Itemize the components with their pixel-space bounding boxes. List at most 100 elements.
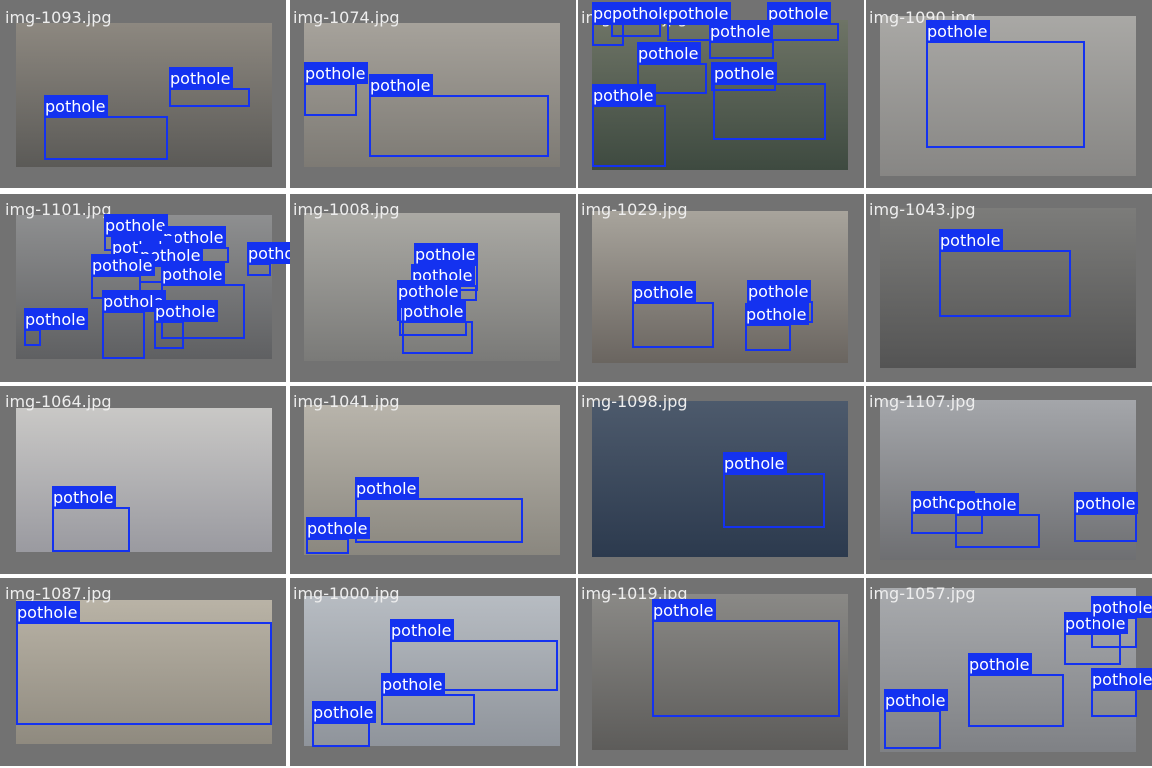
label-background xyxy=(304,62,368,84)
box-label: pothole xyxy=(714,64,774,83)
label-background xyxy=(637,42,701,64)
box-label: pothole xyxy=(92,256,152,275)
label-background xyxy=(611,2,675,24)
tile: img-1101.jpgpotholepotholepotholepothole… xyxy=(0,194,311,382)
label-background xyxy=(369,74,433,96)
label-background xyxy=(723,452,787,474)
box-label: pothole xyxy=(17,603,77,622)
box-label: pothole xyxy=(746,305,806,324)
photo xyxy=(880,16,1136,176)
box-label: pothole xyxy=(140,246,200,265)
label-background xyxy=(355,477,419,499)
tile: img-1041.jpg pothole pothole xyxy=(290,386,576,574)
filename: img-1087.jpg xyxy=(5,584,112,603)
bounding-box xyxy=(939,250,1071,317)
tile: img-1064.jpg pothole xyxy=(0,386,286,574)
tile: img-1029.jpg pothole pothole pothole xyxy=(578,194,864,382)
box-label: pothole xyxy=(105,216,165,235)
label-background xyxy=(592,84,656,106)
bounding-box xyxy=(369,95,549,157)
label-background xyxy=(414,243,478,265)
label-background xyxy=(1091,596,1152,618)
photo xyxy=(880,208,1136,368)
tile: img-1000.jpg pothole pothole pothole xyxy=(290,578,576,766)
box-label: pothole xyxy=(768,4,828,23)
filename: img-1064.jpg xyxy=(5,392,112,411)
label-background xyxy=(104,214,168,236)
photo xyxy=(592,594,848,750)
label-background xyxy=(44,95,108,117)
label-background xyxy=(381,673,445,695)
box-label: pothole xyxy=(638,44,698,63)
label-background xyxy=(16,601,80,623)
box-label: pothole xyxy=(927,22,987,41)
bounding-box xyxy=(652,620,840,717)
box-label: pothole xyxy=(1075,494,1135,513)
label-background xyxy=(667,2,731,24)
box-label: pothole xyxy=(1092,670,1152,689)
filename: img-1041.jpg xyxy=(293,392,400,411)
box-label: pothole xyxy=(403,302,463,321)
box-label: pothole xyxy=(415,245,475,264)
photo xyxy=(592,401,848,557)
tile: img-1074.jpg pothole pothole xyxy=(290,0,576,188)
label-background xyxy=(312,701,376,723)
filename: img-1107.jpg xyxy=(869,392,976,411)
filename: img-1000.jpg xyxy=(293,584,400,603)
label-background xyxy=(169,67,233,89)
box-label: pothole xyxy=(653,601,713,620)
box-label: pothole xyxy=(593,86,653,105)
bounding-box xyxy=(390,640,558,691)
box-label: pothole xyxy=(25,310,85,329)
filename: img-1101.jpg xyxy=(5,200,112,219)
tile: img-1008.jpgpotholepotholepotholepothole… xyxy=(290,194,576,382)
label-background xyxy=(52,486,116,508)
label-background xyxy=(24,308,88,330)
box-label: pothole xyxy=(612,4,672,23)
label-background xyxy=(968,653,1032,675)
label-background xyxy=(745,303,809,325)
box-label: pothole xyxy=(668,4,728,23)
label-background xyxy=(652,599,716,621)
tile: img-1093.jpg pothole pothole xyxy=(0,0,286,188)
tile: img-1091.jpgpotholepotholepotholepothole… xyxy=(578,0,864,188)
label-background xyxy=(402,300,466,322)
box-label: pothole xyxy=(370,76,430,95)
box-label: pothole xyxy=(53,488,113,507)
label-background xyxy=(1091,668,1152,690)
box-label: pothole xyxy=(398,282,458,301)
label-background xyxy=(713,62,777,84)
filename: img-1098.jpg xyxy=(581,392,688,411)
label-background xyxy=(161,263,225,285)
box-label: pothole xyxy=(163,228,223,247)
photo xyxy=(880,400,1136,560)
label-background xyxy=(154,300,218,322)
label-background xyxy=(709,20,773,42)
label-background xyxy=(884,689,948,711)
photo xyxy=(16,408,272,552)
box-label: pothole xyxy=(155,302,215,321)
box-label: pothole xyxy=(969,655,1029,674)
box-label: pothole xyxy=(724,454,784,473)
label-background xyxy=(390,619,454,641)
bounding-box xyxy=(16,622,272,725)
box-label: pothole xyxy=(45,97,105,116)
filename: img-1057.jpg xyxy=(869,584,976,603)
label-background xyxy=(632,281,696,303)
box-label: pothole xyxy=(940,231,1000,250)
box-label: pothole xyxy=(305,64,365,83)
filename: img-1074.jpg xyxy=(293,8,400,27)
box-label: pothole xyxy=(710,22,770,41)
filename: img-1043.jpg xyxy=(869,200,976,219)
label-background xyxy=(955,493,1019,515)
filename: img-1029.jpg xyxy=(581,200,688,219)
label-background xyxy=(306,517,370,539)
label-background xyxy=(397,280,461,302)
label-background xyxy=(926,20,990,42)
tile: img-1043.jpg pothole xyxy=(866,194,1152,382)
box-label: pothole xyxy=(313,703,373,722)
label-background xyxy=(102,290,166,312)
